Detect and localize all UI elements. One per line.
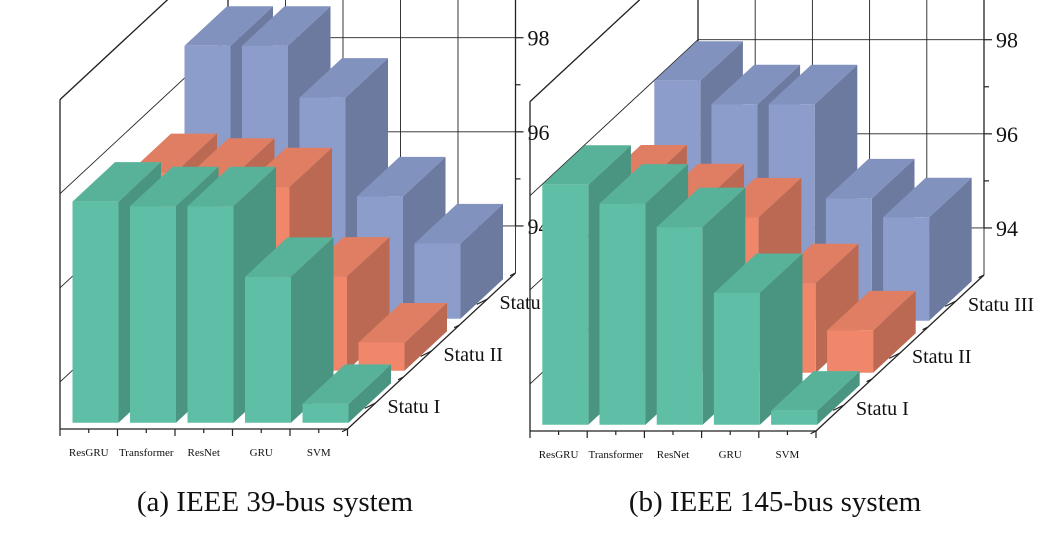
bar-top [357,156,446,197]
bar-front [542,184,589,425]
bar-top [245,237,334,277]
bar-statu-iii-svm [414,203,503,319]
category-label-resgru: ResGRU [69,447,109,459]
box-edge [59,0,169,101]
bar-front [72,201,119,423]
category-label-gru: GRU [250,447,273,459]
y-tick [810,430,817,435]
bar-front [599,203,646,425]
y-tick [888,352,901,359]
bar-side [404,303,447,371]
y-tick [341,428,348,433]
z-tick-label: 96 [528,120,550,145]
bar-statu-i-svm [302,364,391,423]
category-label-resgru: ResGRU [539,449,579,461]
bars [542,41,972,425]
bar-top [72,162,161,202]
bar-top [299,58,388,98]
bar-front [656,227,703,425]
bar-side [873,290,916,373]
y-tick [476,298,488,305]
bar-front [245,276,291,423]
y-tick [922,326,929,331]
z-tick-label: 98 [996,28,1018,53]
y-tick [832,404,845,411]
bar-top [599,164,689,204]
z-tick-label: 98 [528,26,550,51]
category-label-resnet: ResNet [188,447,220,459]
bar-statu-i-svm [771,371,860,425]
bars [72,6,503,423]
box-edge [529,0,641,103]
bar-statu-ii-svm [358,303,447,371]
y-tick [866,378,873,383]
y-tick [944,300,957,307]
bar-side [291,237,334,423]
bar-top [242,6,331,46]
category-label-resnet: ResNet [657,449,689,461]
bar-statu-iii-svm [883,177,972,321]
bar-statu-i-gru [713,253,803,425]
y-tick [397,376,404,381]
bar-side [929,177,972,321]
series-label-statu-ii: Statu II [912,346,971,368]
bar-top [130,166,219,207]
bar-top [414,203,503,244]
category-label-svm: SVM [775,449,799,461]
bar-front [302,403,349,423]
chart-caption: (a) IEEE 39-bus system [137,486,414,518]
bar-front [771,410,818,425]
bar-top [883,177,972,218]
z-tick-label: 94 [996,216,1018,241]
series-label-statu-i: Statu I [856,398,909,420]
y-tick [420,350,432,357]
series-label-statu-i: Statu I [388,396,441,418]
bar-front [827,330,874,373]
category-label-gru: GRU [719,449,742,461]
bar-top [542,145,631,185]
bar-top [711,64,801,105]
bar-top [187,166,276,207]
bar-top [768,64,858,105]
bar-top [302,364,391,404]
bar-front [130,206,176,423]
z-tick-label: 96 [996,122,1018,147]
bar-top [654,41,743,81]
category-label-transformer: Transformer [589,449,644,461]
bar-top [358,303,447,343]
bar-top [827,290,916,331]
category-label-svm: SVM [307,447,331,459]
series-label-statu-ii: Statu II [444,344,503,366]
bar-front [414,243,461,319]
bar-side [348,364,391,423]
series-label-statu-iii: Statu III [968,294,1034,316]
bar-statu-ii-svm [827,290,916,373]
chart-caption: (b) IEEE 145-bus system [629,486,922,518]
bar-top [184,6,273,46]
bar-front [713,293,760,425]
y-tick [509,272,516,277]
bar-front [358,342,405,371]
y-tick [978,274,985,279]
bar-top [825,158,915,199]
bar-statu-i-gru [245,237,334,423]
side-wall-gridline [529,39,699,197]
bar-side [759,253,803,425]
bar-top [771,371,860,411]
bar-side [817,371,860,425]
category-label-transformer: Transformer [119,447,174,459]
bar-top [656,187,746,228]
bar-top [713,253,803,293]
y-tick [453,324,460,329]
bar-side [460,203,503,319]
y-tick [364,402,376,409]
bar-front [187,206,234,423]
